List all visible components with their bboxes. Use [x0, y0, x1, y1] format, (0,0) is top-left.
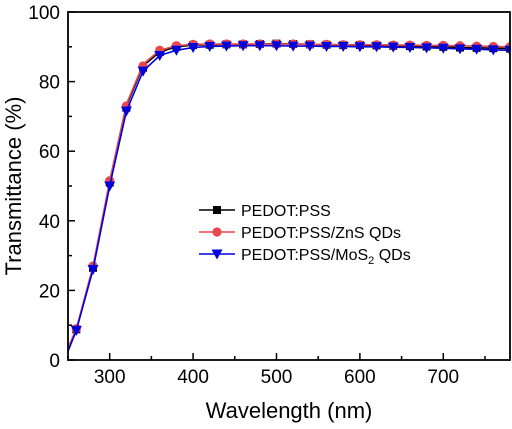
- legend-label: PEDOT:PSS: [241, 203, 331, 220]
- data-point: [321, 41, 333, 52]
- data-point: [371, 42, 383, 53]
- data-point: [304, 41, 316, 52]
- axis-ticks: [67, 11, 486, 361]
- data-point: [254, 41, 266, 52]
- data-point: [104, 181, 116, 192]
- series-line: [68, 42, 510, 350]
- data-point: [187, 42, 199, 53]
- data-point: [70, 325, 82, 336]
- y-tick-label: 20: [39, 281, 60, 302]
- y-axis-title: Transmittance (%): [1, 97, 26, 276]
- data-point: [337, 41, 349, 52]
- data-point: [204, 41, 216, 52]
- legend-item: PEDOT:PSS/ZnS QDs: [199, 225, 401, 242]
- data-point: [170, 45, 182, 56]
- data-point: [237, 41, 249, 52]
- legend-item: PEDOT:PSS: [199, 203, 331, 220]
- x-tick-label: 300: [94, 367, 126, 388]
- legend-marker: [211, 249, 223, 260]
- legend: PEDOT:PSS PEDOT:PSS/ZnS QDs PEDOT:PSS/MoS2…: [199, 203, 411, 267]
- data-point: [87, 265, 99, 276]
- data-point: [137, 66, 149, 77]
- series-3: [68, 41, 510, 352]
- data-point: [154, 51, 166, 61]
- y-tick-label: 40: [39, 212, 60, 233]
- y-tick-label: 60: [39, 142, 60, 163]
- x-tick-label: 600: [344, 367, 376, 388]
- x-tick-label: 500: [261, 367, 293, 388]
- series-line: [68, 43, 510, 349]
- data-point: [220, 41, 232, 52]
- data-point: [437, 43, 449, 54]
- data-point: [287, 41, 299, 52]
- data-point: [487, 45, 499, 56]
- data-point: [270, 41, 282, 52]
- y-tick-label: 100: [28, 3, 60, 24]
- legend-marker: [212, 227, 222, 237]
- x-tick-label: 700: [427, 367, 459, 388]
- tick-labels: 300 400 500 600 700 0 20 40 60 80 100: [28, 3, 459, 388]
- data-point: [504, 45, 510, 56]
- y-tick-label: 0: [49, 351, 60, 372]
- legend-item: PEDOT:PSS/MoS2 QDs: [199, 247, 411, 267]
- legend-label: PEDOT:PSS/MoS2 QDs: [241, 247, 411, 267]
- x-tick-label: 400: [177, 367, 209, 388]
- data-point: [471, 44, 483, 55]
- series-2: [68, 39, 510, 349]
- data-point: [404, 42, 416, 53]
- data-point: [354, 42, 366, 53]
- data-point: [454, 44, 466, 55]
- data-point: [387, 42, 399, 53]
- series-layer: [68, 39, 510, 352]
- plot-frame: [67, 11, 511, 361]
- legend-label: PEDOT:PSS/ZnS QDs: [241, 225, 401, 242]
- legend-marker: [213, 206, 221, 214]
- data-point: [421, 43, 433, 54]
- data-point: [120, 106, 132, 117]
- x-axis-title: Wavelength (nm): [206, 398, 373, 423]
- y-tick-label: 80: [39, 73, 60, 94]
- series-line: [68, 44, 510, 352]
